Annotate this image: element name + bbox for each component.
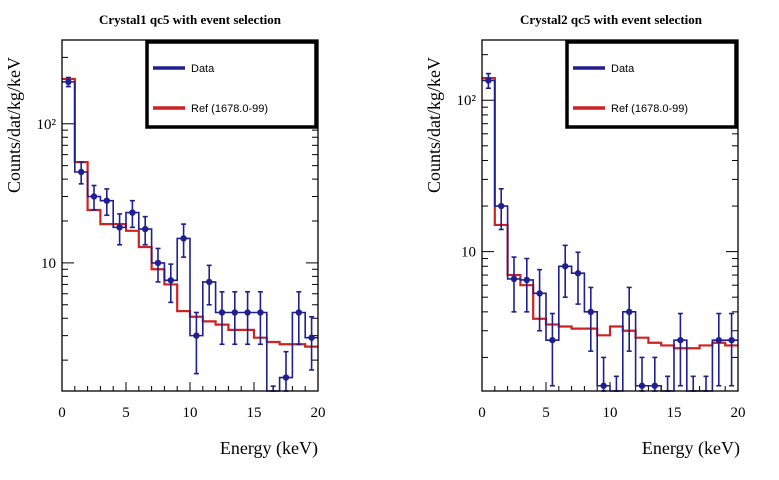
- x-tick-label: 20: [731, 405, 746, 421]
- legend: Data Ref (1678.0-99): [565, 40, 738, 129]
- data-point: [180, 235, 187, 242]
- y-tick-label: 10: [41, 256, 56, 272]
- data-point: [549, 336, 556, 344]
- data-point: [154, 259, 162, 267]
- x-tick-label: 10: [603, 405, 618, 421]
- legend-data-label: Data: [191, 63, 215, 75]
- x-tick-label: 15: [667, 405, 682, 421]
- chart-panel-crystal2: Crystal2 qc5 with event selection Counts…: [424, 12, 746, 459]
- axis-ticks: [481, 54, 739, 391]
- data-point: [295, 309, 302, 316]
- x-tick-label: 20: [311, 405, 326, 421]
- data-point: [651, 382, 658, 389]
- data-point: [218, 309, 226, 316]
- data-point: [308, 334, 315, 341]
- y-tick-label: 10: [461, 245, 476, 261]
- data-point: [282, 374, 290, 381]
- x-tick-label: 5: [122, 405, 130, 421]
- y-axis-label: Counts/dat/kg/keV: [424, 57, 444, 193]
- data-point: [600, 382, 607, 389]
- tick-labels: 0 5 10 15 20 10 10²: [37, 117, 326, 421]
- data-point: [587, 308, 594, 316]
- data-step-line: [482, 79, 738, 392]
- legend-box: [565, 40, 738, 129]
- data-point: [142, 225, 149, 233]
- x-tick-label: 5: [542, 405, 550, 421]
- data-point: [523, 276, 530, 284]
- data-point: [65, 78, 72, 86]
- x-tick-label: 0: [478, 405, 486, 421]
- y-tick-label: 10²: [37, 117, 57, 133]
- data-point: [498, 202, 505, 210]
- data-point: [677, 336, 684, 344]
- data-point: [244, 309, 251, 316]
- data-point: [129, 209, 136, 216]
- data-point: [715, 336, 722, 344]
- ref-series: [482, 77, 738, 350]
- data-point: [536, 290, 543, 297]
- x-tick-label: 10: [183, 405, 198, 421]
- legend: Data Ref (1678.0-99): [145, 40, 318, 129]
- plot-frame: [61, 39, 319, 392]
- data-point: [562, 263, 569, 270]
- data-series: [62, 76, 318, 392]
- data-point: [485, 77, 492, 84]
- legend-box: [145, 40, 318, 129]
- data-point: [78, 168, 85, 176]
- data-point: [167, 277, 174, 284]
- data-point: [206, 278, 213, 286]
- chart-title: Crystal1 qc5 with event selection: [99, 12, 282, 27]
- data-point: [103, 197, 111, 204]
- legend-ref-label: Ref (1678.0-99): [191, 103, 268, 115]
- data-point: [257, 309, 264, 316]
- data-point: [728, 336, 735, 344]
- ref-step-line: [482, 77, 738, 350]
- data-point: [90, 193, 98, 200]
- plot-frame: [481, 39, 739, 392]
- chart-title: Crystal2 qc5 with event selection: [520, 12, 703, 27]
- data-point: [116, 224, 123, 231]
- data-point: [231, 309, 238, 316]
- data-point: [510, 275, 518, 283]
- data-point: [638, 382, 646, 389]
- y-tick-label: 10²: [457, 93, 477, 109]
- tick-labels: 0 5 10 15 20 10 10²: [457, 93, 746, 421]
- chart-panel-crystal1: Crystal1 qc5 with event selection Counts…: [4, 12, 326, 459]
- y-axis-label: Counts/dat/kg/keV: [4, 57, 24, 193]
- data-point: [574, 270, 582, 277]
- x-tick-label: 15: [247, 405, 262, 421]
- data-series: [482, 72, 738, 392]
- data-point: [193, 332, 200, 339]
- x-axis-label: Energy (keV): [642, 438, 740, 459]
- legend-ref-label: Ref (1678.0-99): [611, 103, 688, 115]
- x-axis-label: Energy (keV): [220, 438, 318, 459]
- data-point: [626, 308, 633, 316]
- legend-data-label: Data: [611, 63, 635, 75]
- x-tick-label: 0: [58, 405, 66, 421]
